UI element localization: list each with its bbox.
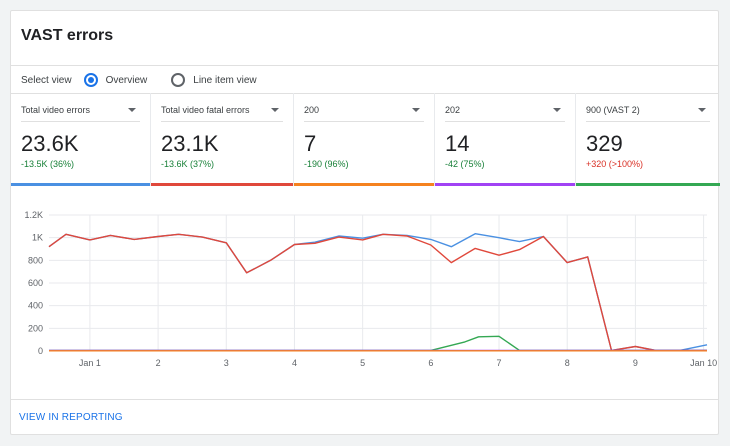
metric-color-bar <box>151 183 293 186</box>
metric-dropdown[interactable]: 200 <box>304 105 424 122</box>
x-tick-label: 3 <box>224 358 229 368</box>
metric-label: Total video errors <box>21 105 91 115</box>
series-line-1 <box>48 233 708 352</box>
x-axis-labels: Jan 1 2 3 4 5 6 7 8 9 Jan 10 <box>79 358 717 368</box>
metric-dropdown[interactable]: Total video fatal errors <box>161 105 283 122</box>
line-item-view-radio-option[interactable]: Line item view <box>171 73 257 87</box>
metric-value: 7 <box>304 131 317 156</box>
metric-value: 14 <box>445 131 470 156</box>
title-divider <box>11 65 718 66</box>
metric-dropdown[interactable]: 900 (VAST 2) <box>586 105 710 122</box>
y-tick-label: 400 <box>28 301 43 311</box>
x-tick-label: 7 <box>497 358 502 368</box>
metric-label: Total video fatal errors <box>161 105 250 115</box>
view-divider <box>11 93 718 94</box>
x-tick-label: 4 <box>292 358 297 368</box>
view-in-reporting-link[interactable]: VIEW IN REPORTING <box>19 412 123 423</box>
metric-tab-total-video-fatal-errors[interactable]: Total video fatal errors 23.1K -13.6K (3… <box>151 93 294 186</box>
metric-tab-202[interactable]: 202 14 -42 (75%) <box>435 93 576 186</box>
x-tick-label: 6 <box>428 358 433 368</box>
vast-errors-card: VAST errors Select view Overview Line it… <box>10 10 720 435</box>
overview-radio-option[interactable]: Overview <box>83 73 148 87</box>
y-tick-label: 0 <box>38 346 43 356</box>
series-line-2 <box>48 233 707 352</box>
dropdown-caret-icon <box>698 108 706 112</box>
dropdown-caret-icon <box>271 108 279 112</box>
overview-label: Overview <box>105 74 148 86</box>
metric-change: -13.6K (37%) <box>161 159 215 169</box>
metric-tab-200[interactable]: 200 7 -190 (96%) <box>294 93 435 186</box>
card-title: VAST errors <box>21 27 114 44</box>
x-tick-label: 2 <box>156 358 161 368</box>
x-tick-label: 8 <box>565 358 570 368</box>
x-tick-label: 5 <box>360 358 365 368</box>
metric-change: -13.5K (36%) <box>21 159 75 169</box>
metric-tab-900-vast-2[interactable]: 900 (VAST 2) 329 +320 (>100%) <box>576 93 720 186</box>
metric-dropdown[interactable]: Total video errors <box>21 105 140 122</box>
metric-change: -42 (75%) <box>445 159 485 169</box>
metric-tabs: Total video errors 23.6K -13.5K (36%) To… <box>11 93 720 186</box>
metric-value: 23.6K <box>21 131 79 156</box>
vast-errors-line-chart: 0 200 400 600 800 1K 1.2K Jan 1 2 3 4 5 6 7 8 9 Jan 10 <box>24 210 717 368</box>
y-axis-labels: 0 200 400 600 800 1K 1.2K <box>24 210 43 356</box>
metric-label: 200 <box>304 105 320 115</box>
chart-series <box>48 233 708 352</box>
metric-change: -190 (96%) <box>304 159 349 169</box>
y-tick-label: 1.2K <box>24 210 43 220</box>
metric-value: 23.1K <box>161 131 219 156</box>
metric-label: 900 (VAST 2) <box>586 105 640 115</box>
line-item-view-radio-icon[interactable] <box>171 73 186 87</box>
y-tick-label: 600 <box>28 278 43 288</box>
metric-value: 329 <box>586 131 623 156</box>
metric-color-bar <box>11 183 150 186</box>
select-view-label: Select view <box>21 74 72 86</box>
dropdown-caret-icon <box>412 108 420 112</box>
dropdown-caret-icon <box>553 108 561 112</box>
x-tick-label: Jan 1 <box>79 358 101 368</box>
metric-tab-total-video-errors[interactable]: Total video errors 23.6K -13.5K (36%) <box>11 93 151 186</box>
overview-radio-icon[interactable] <box>83 73 98 87</box>
x-tick-label: Jan 10 <box>690 358 717 368</box>
view-selector: Select view Overview Line item view <box>21 67 281 93</box>
metric-change: +320 (>100%) <box>586 159 644 169</box>
x-tick-label: 9 <box>633 358 638 368</box>
footer-divider <box>11 399 718 400</box>
line-item-view-label: Line item view <box>193 74 257 86</box>
y-tick-label: 800 <box>28 255 43 265</box>
metric-dropdown[interactable]: 202 <box>445 105 565 122</box>
metric-color-bar <box>294 183 434 186</box>
metric-color-bar <box>576 183 720 186</box>
metric-color-bar <box>435 183 575 186</box>
y-tick-label: 1K <box>32 233 43 243</box>
dropdown-caret-icon <box>128 108 136 112</box>
metric-label: 202 <box>445 105 461 115</box>
y-tick-label: 200 <box>28 323 43 333</box>
